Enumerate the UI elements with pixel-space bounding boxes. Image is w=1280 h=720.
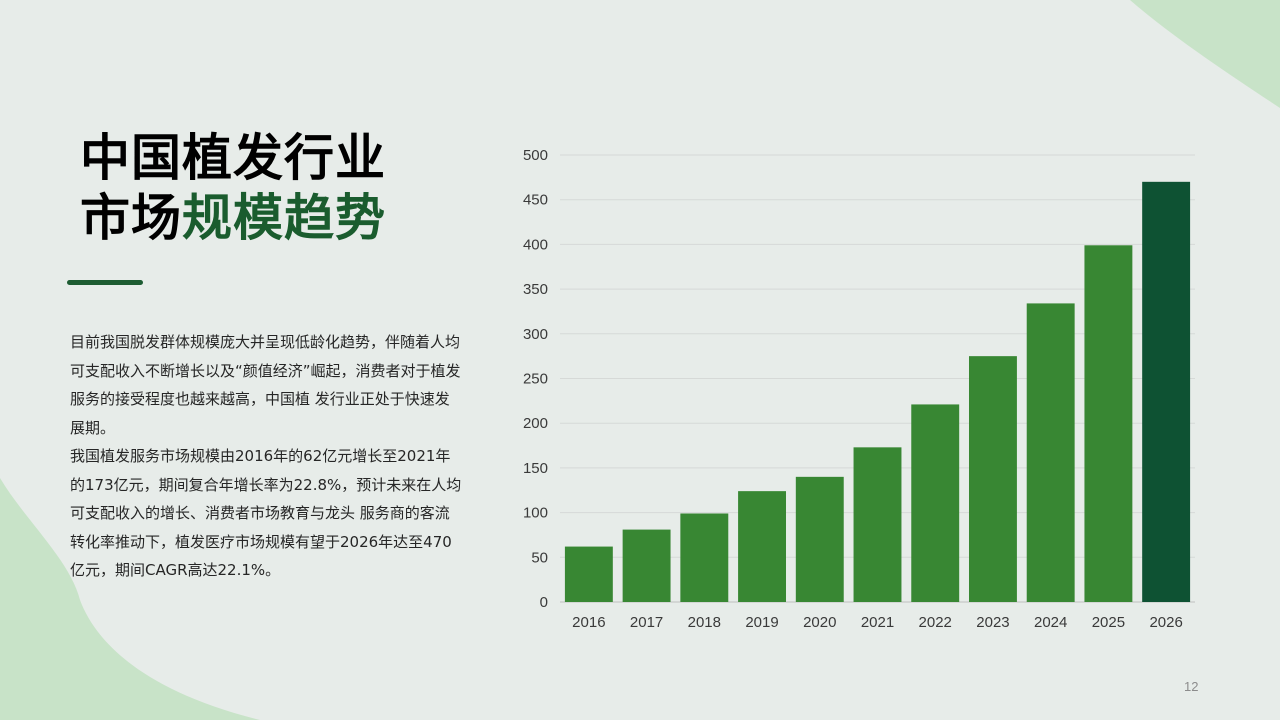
x-tick-label: 2025 xyxy=(1092,614,1125,631)
title-divider xyxy=(67,280,143,285)
y-tick-label: 350 xyxy=(523,281,548,298)
y-tick-label: 200 xyxy=(523,415,548,432)
y-tick-label: 150 xyxy=(523,460,548,477)
page-title: 中国植发行业 市场规模趋势 xyxy=(80,128,386,248)
bar-2019 xyxy=(738,491,787,602)
y-tick-label: 250 xyxy=(523,371,548,388)
bar-2017 xyxy=(622,529,671,602)
bar-2026 xyxy=(1142,181,1191,602)
x-tick-label: 2021 xyxy=(861,614,894,631)
paragraph-1: 目前我国脱发群体规模庞大并呈现低龄化趋势，伴随着人均可支配收入不断增长以及“颜值… xyxy=(70,333,461,437)
y-tick-label: 50 xyxy=(531,549,548,566)
bar-2016 xyxy=(564,546,613,602)
bar-2020 xyxy=(795,476,844,602)
y-tick-label: 500 xyxy=(523,147,548,164)
bar-2023 xyxy=(968,356,1017,602)
bar-2022 xyxy=(911,404,960,602)
y-tick-label: 100 xyxy=(523,505,548,522)
x-tick-label: 2016 xyxy=(572,614,605,631)
y-tick-label: 300 xyxy=(523,326,548,343)
x-tick-label: 2020 xyxy=(803,614,836,631)
x-tick-label: 2022 xyxy=(919,614,952,631)
x-tick-label: 2019 xyxy=(745,614,778,631)
x-tick-label: 2026 xyxy=(1149,614,1182,631)
bar-2025 xyxy=(1084,245,1133,602)
y-tick-label: 0 xyxy=(540,594,548,611)
y-tick-label: 400 xyxy=(523,236,548,253)
top-right-leaf-shape xyxy=(1130,0,1280,108)
x-tick-label: 2024 xyxy=(1034,614,1067,631)
x-tick-label: 2023 xyxy=(976,614,1009,631)
page-number: 12 xyxy=(1184,679,1199,694)
title-line-2-plain: 市场 xyxy=(80,189,182,247)
paragraph-2: 我国植发服务市场规模由2016年的62亿元增长至2021年的173亿元，期间复合… xyxy=(70,447,462,579)
body-text: 目前我国脱发群体规模庞大并呈现低龄化趋势，伴随着人均可支配收入不断增长以及“颜值… xyxy=(70,328,462,585)
title-line-1: 中国植发行业 xyxy=(80,129,386,187)
bar-2021 xyxy=(853,447,902,602)
x-tick-label: 2018 xyxy=(688,614,721,631)
bar-2018 xyxy=(680,513,729,602)
bar-2024 xyxy=(1026,303,1075,602)
title-line-2-accent: 规模趋势 xyxy=(182,189,386,247)
y-tick-label: 450 xyxy=(523,192,548,209)
x-tick-label: 2017 xyxy=(630,614,663,631)
market-size-bar-chart: 0 50 100 150 200 250 300 350 400 450 500 2016 2017 20… xyxy=(523,147,1195,631)
